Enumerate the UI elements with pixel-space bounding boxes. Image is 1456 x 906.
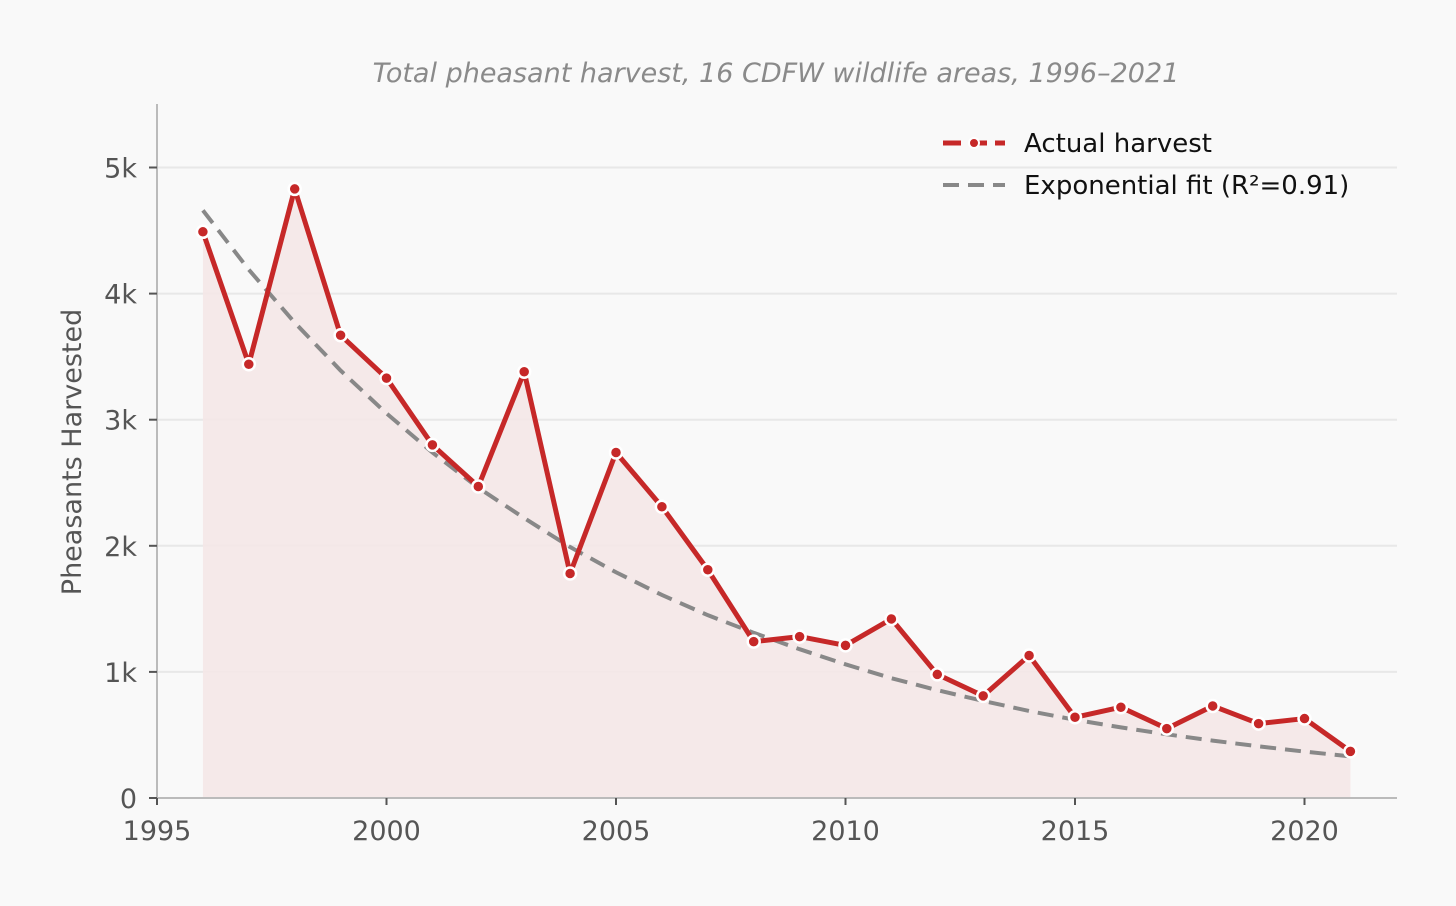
x-tick-label-1995: 1995	[123, 816, 192, 847]
actual-harvest-area	[202, 188, 1351, 798]
data-point-2010	[838, 638, 853, 653]
data-point-2021	[1343, 744, 1358, 759]
data-point-1997	[241, 356, 257, 372]
data-point-2004	[562, 566, 578, 581]
data-point-2005	[608, 445, 624, 460]
data-point-2003	[516, 364, 532, 380]
x-axis-ticks: 1995 2000 2005 2010 2015 2020	[123, 798, 1339, 847]
data-point-1999	[333, 327, 348, 343]
data-point-2020	[1297, 711, 1312, 726]
data-point-2016	[1113, 699, 1129, 715]
data-point-2009	[792, 629, 807, 644]
data-point-2000	[379, 370, 394, 386]
x-tick-label-2000: 2000	[352, 816, 421, 847]
actual-harvest-line	[200, 186, 1352, 754]
data-point-2014	[1021, 648, 1037, 663]
data-point-2013	[975, 688, 991, 704]
y-tick-label-5000: 5k	[104, 154, 137, 185]
data-point-2015	[1067, 710, 1083, 725]
data-point-2017	[1159, 721, 1175, 736]
data-point-2012	[930, 667, 945, 682]
x-tick-label-2020: 2020	[1270, 816, 1339, 847]
data-point-2008	[746, 634, 761, 649]
y-tick-label-3000: 3k	[104, 406, 137, 437]
data-point-1998	[287, 181, 302, 197]
legend-fit-label: Exponential fit (R²=0.91)	[1024, 171, 1349, 201]
data-point-2011	[884, 611, 899, 627]
y-tick-label-1000: 1k	[104, 658, 137, 689]
legend-actual-label: Actual harvest	[1024, 129, 1212, 159]
legend: Actual harvest Exponential fit (R²=0.91)	[943, 129, 1349, 201]
data-point-2001	[425, 437, 440, 453]
y-tick-label-4000: 4k	[104, 280, 137, 311]
data-point-1996	[195, 224, 211, 240]
data-point-2018	[1205, 698, 1220, 714]
chart-title: Total pheasant harvest, 16 CDFW wildlife…	[373, 58, 1180, 89]
y-tick-label-2000: 2k	[104, 532, 137, 563]
y-axis-label: Pheasants Harvested	[57, 309, 88, 595]
data-point-2002	[471, 479, 486, 494]
actual-harvest-markers	[195, 181, 1358, 759]
y-tick-label-0: 0	[120, 784, 137, 815]
x-tick-label-2010: 2010	[811, 816, 880, 847]
y-axis-ticks: 0 1k 2k 3k 4k 5k	[104, 154, 157, 815]
legend-actual-swatch-marker	[968, 137, 980, 149]
data-point-2006	[654, 499, 670, 514]
x-tick-label-2005: 2005	[582, 816, 651, 847]
data-point-2007	[700, 562, 716, 578]
x-tick-label-2015: 2015	[1041, 816, 1110, 847]
data-point-2019	[1251, 716, 1266, 731]
